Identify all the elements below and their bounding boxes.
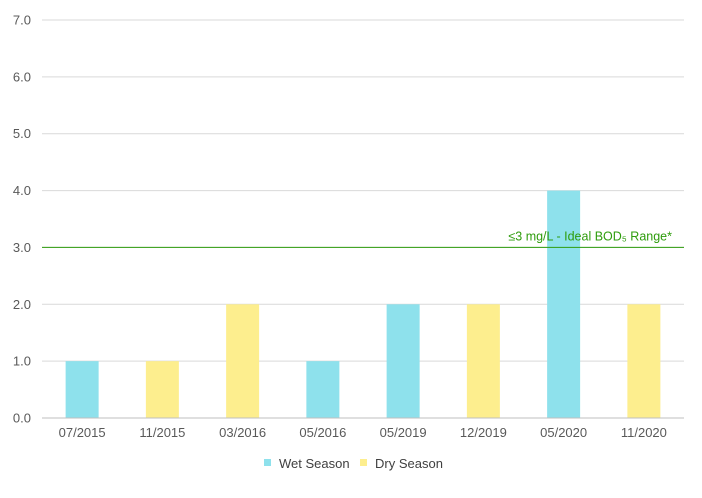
y-tick-label: 0.0 xyxy=(13,411,31,426)
x-tick-label: 05/2016 xyxy=(299,425,346,440)
x-tick-label: 03/2016 xyxy=(219,425,266,440)
x-tick-label: 07/2015 xyxy=(59,425,106,440)
bar xyxy=(65,361,99,418)
x-tick-label: 11/2015 xyxy=(139,425,185,440)
bar xyxy=(627,304,661,418)
x-tick-label: 05/2019 xyxy=(380,425,427,440)
gridlines xyxy=(42,19,684,362)
bar xyxy=(547,190,581,418)
y-tick-label: 2.0 xyxy=(13,297,31,312)
bar xyxy=(386,304,420,418)
x-tick-label: 05/2020 xyxy=(540,425,587,440)
y-tick-label: 4.0 xyxy=(13,183,31,198)
x-tick-label: 11/2020 xyxy=(621,425,667,440)
y-tick-label: 3.0 xyxy=(13,240,31,255)
x-tick-label: 12/2019 xyxy=(460,425,507,440)
legend-swatch xyxy=(264,459,271,466)
legend-label: Wet Season xyxy=(279,456,350,471)
reference-line-label: ≤3 mg/L - Ideal BOD₅ Range* xyxy=(508,229,672,243)
y-tick-label: 7.0 xyxy=(13,13,31,28)
legend-label: Dry Season xyxy=(375,456,443,471)
bar xyxy=(145,361,179,418)
bars xyxy=(65,190,661,418)
y-tick-label: 6.0 xyxy=(13,69,31,84)
bar xyxy=(306,361,340,418)
y-tick-label: 5.0 xyxy=(13,126,31,141)
legend: Wet Season Dry Season xyxy=(264,456,443,471)
bar xyxy=(226,304,260,418)
bar xyxy=(466,304,500,418)
x-axis-ticks: 07/2015 11/2015 03/2016 05/2016 05/2019 12/20… xyxy=(59,425,667,440)
y-axis-ticks: 0.0 1.0 2.0 3.0 4.0 5.0 6.0 7.0 xyxy=(13,13,31,426)
y-tick-label: 1.0 xyxy=(13,354,31,369)
reference-line-group: ≤3 mg/L - Ideal BOD₅ Range* xyxy=(42,229,684,248)
legend-swatch xyxy=(360,459,367,466)
